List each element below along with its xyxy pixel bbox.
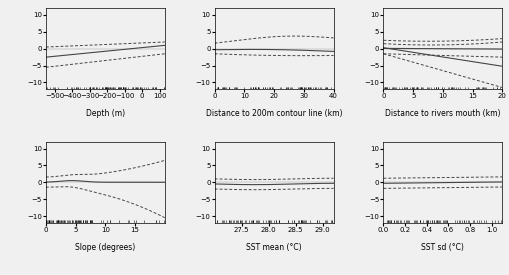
X-axis label: Slope (degrees): Slope (degrees) xyxy=(75,243,135,252)
X-axis label: Distance to 200m contour line (km): Distance to 200m contour line (km) xyxy=(206,109,342,118)
X-axis label: SST sd (°C): SST sd (°C) xyxy=(420,243,463,252)
X-axis label: SST mean (°C): SST mean (°C) xyxy=(246,243,301,252)
X-axis label: Distance to rivers mouth (km): Distance to rivers mouth (km) xyxy=(384,109,500,118)
X-axis label: Depth (m): Depth (m) xyxy=(86,109,125,118)
